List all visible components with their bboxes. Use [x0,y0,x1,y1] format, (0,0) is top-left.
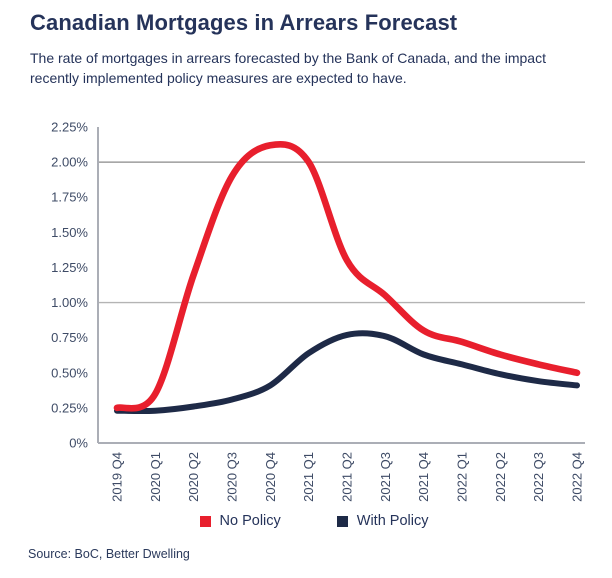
x-tick-label: 2022 Q1 [455,452,470,502]
y-tick-label: 0% [69,436,88,451]
page-title: Canadian Mortgages in Arrears Forecast [30,10,458,35]
y-tick-label: 0.75% [51,330,88,345]
y-tick-label: 1.00% [51,295,88,310]
x-tick-label: 2020 Q1 [148,452,163,502]
y-tick-label: 2.25% [51,120,88,135]
x-tick-label: 2022 Q2 [493,452,508,502]
source-attribution: Source: BoC, Better Dwelling [28,547,190,561]
y-tick-label: 0.25% [51,400,88,415]
x-tick-label: 2021 Q2 [340,452,355,502]
series-line-with-policy [114,330,580,415]
x-tick-label: 2022 Q4 [570,452,585,502]
chart-legend: No Policy With Policy [8,513,612,529]
legend-item-no-policy: No Policy [199,513,281,529]
no-policy-swatch [199,515,211,527]
y-tick-label: 1.25% [51,260,88,275]
with-policy-swatch [336,515,348,527]
x-tick-label: 2020 Q3 [225,452,240,502]
x-tick-label: 2022 Q3 [531,452,546,502]
x-tick-label: 2020 Q4 [263,452,278,502]
y-tick-label: 1.50% [51,225,88,240]
legend-item-with-policy: With Policy [336,513,429,529]
y-tick-label: 2.00% [51,155,88,170]
page-subtitle: The rate of mortgages in arrears forecas… [30,50,546,86]
x-tick-label: 2021 Q4 [416,452,431,502]
y-tick-label: 1.75% [51,190,88,205]
x-tick-label: 2019 Q4 [110,452,125,502]
x-tick-label: 2021 Q1 [301,452,316,502]
x-tick-label: 2021 Q3 [378,452,393,502]
legend-label-with-policy: With Policy [356,513,429,529]
y-tick-label: 0.50% [51,365,88,380]
series-line-no-policy [113,140,581,412]
x-tick-label: 2020 Q2 [186,452,201,502]
legend-label-no-policy: No Policy [219,513,281,529]
